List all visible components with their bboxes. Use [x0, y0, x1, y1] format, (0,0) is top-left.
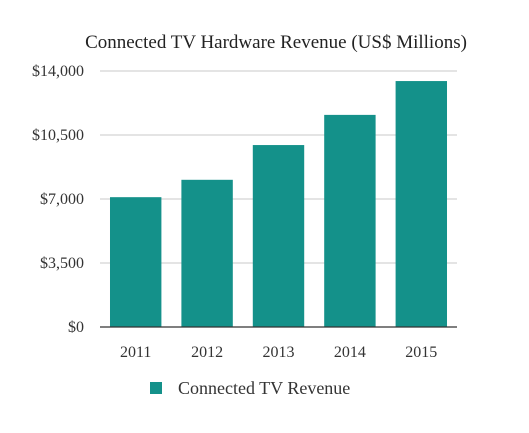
- x-tick-label: 2015: [405, 344, 437, 361]
- x-tick-label: 2013: [263, 344, 295, 361]
- y-tick-label: $7,000: [40, 191, 84, 208]
- legend-label: Connected TV Revenue: [178, 378, 350, 398]
- bar-2015[interactable]: [395, 81, 448, 327]
- y-axis-tick-labels: $0 $3,500 $7,000 $10,500 $14,000: [32, 63, 84, 336]
- y-tick-label: $10,500: [32, 127, 84, 144]
- y-tick-label: $3,500: [40, 255, 84, 272]
- legend-swatch: [150, 382, 162, 394]
- bar-2014[interactable]: [324, 114, 376, 327]
- bar-2011[interactable]: [109, 197, 162, 327]
- x-axis-tick-labels: 2011 2012 2013 2014 2015: [120, 344, 437, 361]
- x-tick-label: 2011: [120, 344, 151, 361]
- y-tick-label: $14,000: [32, 63, 84, 80]
- x-tick-label: 2012: [191, 344, 223, 361]
- bars: [109, 81, 448, 327]
- bar-2013[interactable]: [252, 145, 305, 327]
- bar-2012[interactable]: [181, 179, 233, 327]
- legend[interactable]: Connected TV Revenue: [150, 378, 350, 398]
- x-tick-label: 2014: [334, 344, 366, 361]
- y-tick-label: $0: [68, 319, 84, 336]
- chart-title: Connected TV Hardware Revenue (US$ Milli…: [85, 32, 467, 53]
